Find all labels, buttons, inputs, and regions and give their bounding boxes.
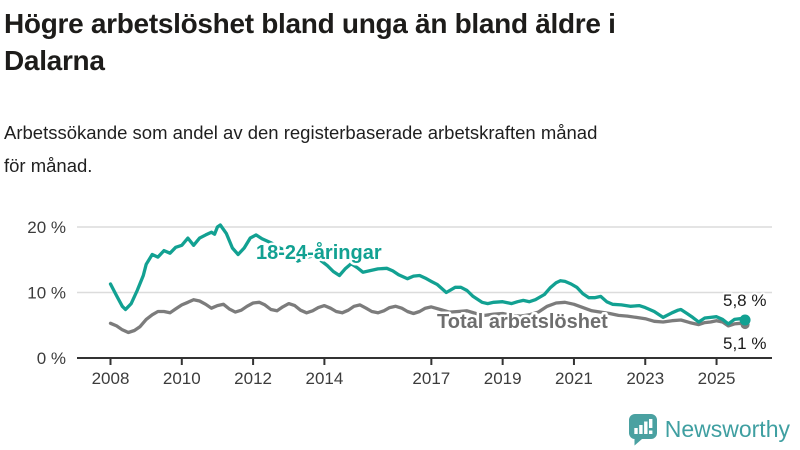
series-labels: 18-24-åringar Total arbetslöshet 5,8 % 5… — [254, 239, 769, 356]
y-tick-label: 0 % — [37, 349, 66, 368]
y-tick-label: 20 % — [27, 218, 66, 237]
x-tick-label: 2017 — [412, 369, 450, 388]
title-line-2: Dalarna — [4, 45, 105, 76]
x-axis: 2008 2010 2012 2014 2017 2019 2021 2023 2025 — [77, 357, 772, 388]
x-tick-label: 2021 — [555, 369, 593, 388]
series-lines — [108, 223, 751, 335]
x-tick-label: 2008 — [92, 369, 130, 388]
x-tick-label: 2014 — [305, 369, 343, 388]
x-tick-label: 2012 — [234, 369, 272, 388]
subtitle-line-2: för månad. — [4, 155, 93, 176]
series-line-total — [108, 298, 747, 335]
end-value-label-youth: 5,8 % — [723, 291, 766, 310]
x-tick-label: 2025 — [698, 369, 736, 388]
brand-footer: Newsworthy — [628, 413, 790, 446]
brand-name: Newsworthy — [664, 416, 790, 442]
series-label-youth: 18-24-åringar — [256, 241, 382, 264]
y-tick-label: 10 % — [27, 284, 66, 303]
x-tick-label: 2010 — [163, 369, 201, 388]
end-value-label-total: 5,1 % — [723, 334, 766, 353]
bar-chart-speech-bubble-icon — [628, 414, 657, 446]
gridlines: 0 % 10 % 20 % — [27, 218, 772, 368]
x-tick-label: 2023 — [626, 369, 664, 388]
series-line-youth — [108, 223, 747, 326]
title-line-1: Högre arbetslöshet bland unga än bland ä… — [4, 8, 616, 39]
page-title: Högre arbetslöshet bland unga än bland ä… — [4, 5, 794, 79]
x-tick-label: 2019 — [484, 369, 522, 388]
subtitle-line-1: Arbetssökande som andel av den registerb… — [4, 122, 598, 143]
series-end-dot-youth — [739, 314, 751, 326]
chart-subtitle: Arbetssökande som andel av den registerb… — [4, 116, 794, 182]
series-label-total: Total arbetslöshet — [437, 311, 608, 333]
